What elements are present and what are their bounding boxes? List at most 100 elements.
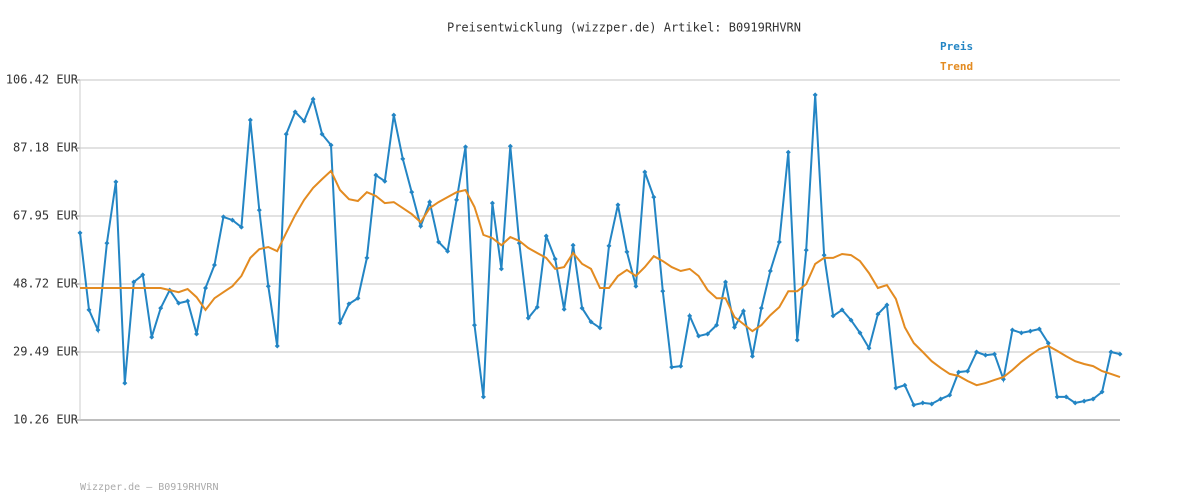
point	[1099, 389, 1105, 395]
series-line	[79, 94, 1121, 407]
point	[543, 233, 549, 239]
point	[471, 322, 477, 328]
point	[256, 207, 262, 213]
point	[203, 285, 209, 291]
point	[229, 217, 235, 223]
point	[104, 240, 110, 246]
point	[1108, 349, 1114, 355]
point	[749, 353, 755, 359]
point	[893, 385, 899, 391]
point	[427, 199, 433, 205]
point	[821, 252, 827, 258]
point	[579, 305, 585, 311]
point	[731, 324, 737, 330]
point	[588, 319, 594, 325]
point	[561, 306, 567, 312]
point	[767, 268, 773, 274]
point	[247, 117, 253, 123]
point	[570, 242, 576, 248]
point	[113, 179, 119, 185]
y-tick-label: 48.72 EUR	[13, 277, 79, 291]
point	[812, 92, 818, 98]
point	[705, 331, 711, 337]
legend-label: Preis	[940, 40, 973, 53]
point	[1045, 340, 1051, 346]
point	[301, 118, 307, 124]
point	[355, 295, 361, 301]
point	[758, 305, 764, 311]
point	[669, 364, 675, 370]
point	[723, 279, 729, 285]
point	[185, 298, 191, 304]
y-tick-label: 10.26 EUR	[13, 413, 79, 427]
point	[991, 351, 997, 357]
point	[274, 343, 280, 349]
point	[220, 214, 226, 220]
point	[642, 169, 648, 175]
point	[454, 197, 460, 203]
point	[714, 322, 720, 328]
point	[149, 334, 155, 340]
point	[77, 230, 83, 236]
point	[920, 400, 926, 406]
footer: Wizzper.de – B0919RHVRN	[80, 482, 218, 493]
point	[803, 247, 809, 253]
point	[489, 200, 495, 206]
point	[140, 272, 146, 278]
point	[983, 352, 989, 358]
point	[866, 345, 872, 351]
point	[1072, 400, 1078, 406]
point	[687, 313, 693, 319]
point	[400, 156, 406, 162]
point	[337, 320, 343, 326]
point	[552, 256, 558, 262]
point	[480, 394, 486, 400]
point	[902, 382, 908, 388]
point	[884, 302, 890, 308]
point	[95, 327, 101, 333]
point	[86, 307, 92, 313]
point	[1054, 394, 1060, 400]
point	[265, 283, 271, 289]
point	[965, 368, 971, 374]
point	[974, 349, 980, 355]
point	[947, 392, 953, 398]
point	[1117, 351, 1123, 357]
point	[776, 239, 782, 245]
point	[445, 248, 451, 254]
point	[651, 194, 657, 200]
point	[857, 330, 863, 336]
y-tick-label: 87.18 EUR	[13, 141, 79, 155]
point	[678, 363, 684, 369]
point	[911, 402, 917, 408]
point	[211, 262, 217, 268]
legend-label: Trend	[940, 60, 973, 73]
point	[830, 313, 836, 319]
point	[382, 178, 388, 184]
point	[1081, 398, 1087, 404]
y-tick-label: 67.95 EUR	[13, 209, 79, 223]
point	[938, 396, 944, 402]
point	[660, 288, 666, 294]
point	[534, 304, 540, 310]
point	[158, 305, 164, 311]
point	[1009, 327, 1015, 333]
point	[525, 315, 531, 321]
point	[319, 131, 325, 137]
point	[507, 143, 513, 149]
point	[615, 202, 621, 208]
point	[364, 255, 370, 261]
point	[436, 239, 442, 245]
point	[633, 283, 639, 289]
series-line	[80, 169, 1121, 387]
point	[848, 317, 854, 323]
point	[624, 249, 630, 255]
point	[194, 331, 200, 337]
point	[238, 224, 244, 230]
point	[463, 144, 469, 150]
point	[310, 96, 316, 102]
point	[1036, 326, 1042, 332]
point	[794, 337, 800, 343]
point	[292, 109, 298, 115]
